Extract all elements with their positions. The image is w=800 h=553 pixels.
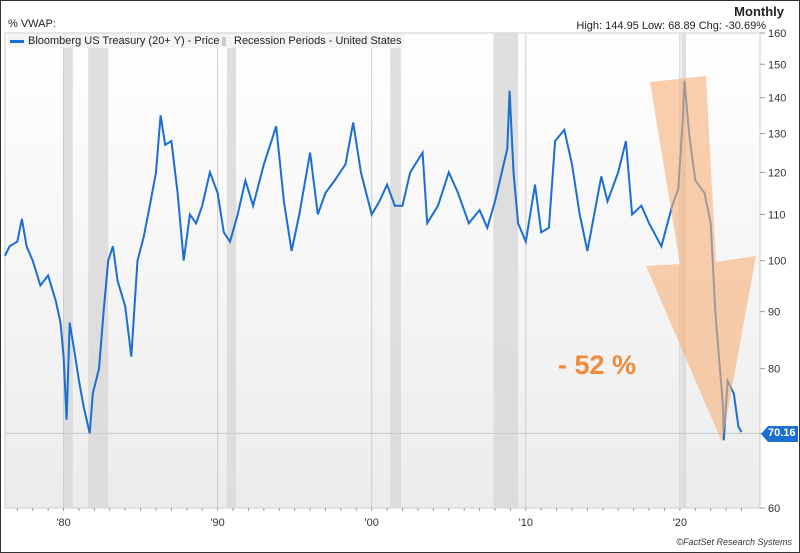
x-tick-label: '00 (365, 517, 379, 529)
y-tick-label: 60 (768, 503, 780, 515)
x-tick-label: '20 (673, 517, 687, 529)
y-tick-label: 150 (768, 59, 786, 71)
legend-label: Recession Periods - United States (234, 35, 402, 47)
x-tick-label: '10 (519, 517, 533, 529)
y-tick-label: 140 (768, 93, 786, 105)
recession-band (88, 33, 109, 508)
recession-band (493, 33, 519, 508)
legend-bar-icon (222, 36, 226, 46)
decline-arrow (646, 76, 756, 442)
last-value-tag (761, 426, 798, 442)
stats-summary: High: 144.95 Low: 68.89 Chg: -30.69% (576, 20, 766, 32)
y-tick-label: 80 (768, 364, 780, 376)
y-tick-label: 90 (768, 307, 780, 319)
price-series-line (4, 80, 743, 441)
last-value-label: 70.16 (768, 427, 796, 439)
copyright: ©FactSet Research Systems (676, 537, 792, 547)
y-tick-label: 120 (768, 167, 786, 179)
legend-label: Bloomberg US Treasury (20+ Y) - Price (28, 35, 220, 47)
legend-recession: Recession Periods - United States (220, 34, 404, 48)
x-tick-label: '80 (56, 517, 70, 529)
y-tick-label: 130 (768, 129, 786, 141)
decline-annotation: - 52 % (558, 350, 637, 380)
recession-band (226, 33, 237, 508)
plot-area (4, 32, 761, 509)
recession-band (390, 33, 401, 508)
y-tick-label: 110 (768, 209, 786, 221)
x-tick-label: '90 (210, 517, 224, 529)
recession-band (63, 33, 73, 508)
legend-series: Bloomberg US Treasury (20+ Y) - Price (8, 34, 222, 48)
y-tick-label: 100 (768, 256, 786, 268)
scale-label: % VWAP: (8, 18, 56, 30)
frequency-label: Monthly (734, 4, 784, 19)
legend-line-icon (10, 39, 24, 43)
y-tick-label: 160 (768, 28, 786, 40)
